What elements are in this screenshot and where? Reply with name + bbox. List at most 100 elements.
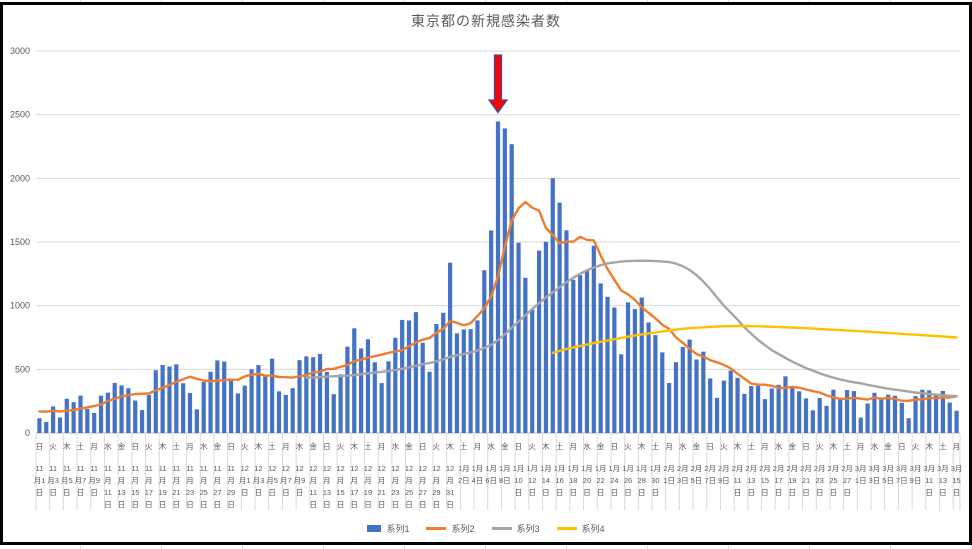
bar[interactable] bbox=[632, 309, 637, 433]
bar[interactable] bbox=[297, 360, 302, 433]
bar[interactable] bbox=[619, 354, 624, 433]
line-series-系列2[interactable] bbox=[38, 200, 958, 413]
bar[interactable] bbox=[872, 392, 877, 433]
bar[interactable] bbox=[899, 402, 904, 433]
bar[interactable] bbox=[454, 333, 460, 433]
bar[interactable] bbox=[475, 320, 480, 433]
bar[interactable] bbox=[721, 380, 726, 433]
bar[interactable] bbox=[708, 378, 713, 433]
bar[interactable] bbox=[413, 312, 418, 433]
bar[interactable] bbox=[598, 283, 603, 433]
bar[interactable] bbox=[160, 365, 165, 433]
bar[interactable] bbox=[85, 408, 90, 433]
bar[interactable] bbox=[879, 397, 884, 433]
bar[interactable] bbox=[591, 245, 596, 433]
bar[interactable] bbox=[578, 275, 583, 433]
bar[interactable] bbox=[810, 410, 815, 433]
bar[interactable] bbox=[927, 390, 932, 433]
bar[interactable] bbox=[146, 395, 152, 433]
bar[interactable] bbox=[550, 178, 555, 433]
bar[interactable] bbox=[461, 329, 466, 433]
bar[interactable] bbox=[865, 403, 870, 433]
bar[interactable] bbox=[728, 370, 733, 433]
bar[interactable] bbox=[482, 270, 487, 433]
bar[interactable] bbox=[543, 241, 549, 433]
bar[interactable] bbox=[194, 409, 199, 433]
line-series-系列4[interactable] bbox=[551, 324, 958, 355]
bar[interactable] bbox=[584, 270, 590, 433]
bar[interactable] bbox=[71, 402, 76, 433]
bar[interactable] bbox=[215, 360, 220, 433]
bar[interactable] bbox=[37, 418, 42, 433]
bar[interactable] bbox=[181, 383, 186, 433]
bar[interactable] bbox=[78, 395, 83, 433]
bar[interactable] bbox=[352, 328, 357, 433]
bar[interactable] bbox=[249, 369, 254, 433]
bar[interactable] bbox=[441, 312, 446, 433]
legend-item-series4[interactable]: 系列4 bbox=[556, 522, 605, 535]
bar[interactable] bbox=[44, 421, 49, 433]
bar[interactable] bbox=[564, 230, 569, 433]
bar[interactable] bbox=[667, 382, 672, 433]
bar[interactable] bbox=[735, 377, 740, 433]
bar[interactable] bbox=[913, 396, 918, 433]
bar[interactable] bbox=[680, 346, 685, 433]
bar[interactable] bbox=[489, 230, 494, 433]
bar[interactable] bbox=[612, 307, 617, 433]
bar[interactable] bbox=[817, 397, 822, 433]
bar[interactable] bbox=[92, 413, 97, 433]
bar[interactable] bbox=[790, 388, 795, 433]
bar[interactable] bbox=[379, 383, 384, 433]
legend-item-series2[interactable]: 系列2 bbox=[426, 522, 475, 535]
bar[interactable] bbox=[762, 399, 768, 433]
peak-down-arrow[interactable] bbox=[487, 54, 509, 114]
bar[interactable] bbox=[920, 389, 925, 433]
bar[interactable] bbox=[714, 397, 720, 433]
bar[interactable] bbox=[51, 406, 56, 433]
bar[interactable] bbox=[270, 358, 275, 433]
bar[interactable] bbox=[639, 297, 644, 433]
bar[interactable] bbox=[509, 144, 514, 433]
bar[interactable] bbox=[694, 359, 699, 433]
bar[interactable] bbox=[427, 371, 432, 433]
bar-series-系列1[interactable] bbox=[37, 121, 959, 433]
bar[interactable] bbox=[838, 398, 843, 433]
bar[interactable] bbox=[64, 398, 69, 433]
bar[interactable] bbox=[906, 418, 911, 433]
bar[interactable] bbox=[742, 393, 747, 433]
bar[interactable] bbox=[235, 393, 241, 433]
bar[interactable] bbox=[420, 342, 425, 433]
bar[interactable] bbox=[749, 386, 754, 433]
bar[interactable] bbox=[851, 391, 857, 433]
bar[interactable] bbox=[536, 250, 542, 433]
bar[interactable] bbox=[406, 320, 412, 433]
bar[interactable] bbox=[673, 362, 679, 433]
bar[interactable] bbox=[571, 279, 576, 433]
bar[interactable] bbox=[687, 339, 692, 433]
bar[interactable] bbox=[222, 361, 227, 433]
bar[interactable] bbox=[98, 395, 104, 433]
bar[interactable] bbox=[803, 398, 809, 433]
bar[interactable] bbox=[886, 394, 891, 433]
bar[interactable] bbox=[653, 335, 658, 433]
bar[interactable] bbox=[393, 337, 398, 433]
bar[interactable] bbox=[646, 322, 651, 433]
bar[interactable] bbox=[57, 417, 63, 433]
bar[interactable] bbox=[338, 374, 343, 433]
bar[interactable] bbox=[701, 351, 706, 433]
bar[interactable] bbox=[331, 394, 336, 433]
line-series-系列3[interactable] bbox=[305, 259, 958, 398]
bar[interactable] bbox=[523, 277, 528, 433]
bar[interactable] bbox=[201, 381, 206, 433]
bar[interactable] bbox=[516, 242, 521, 433]
bar[interactable] bbox=[167, 366, 172, 433]
bar[interactable] bbox=[434, 324, 439, 433]
bar[interactable] bbox=[468, 329, 473, 433]
bar[interactable] bbox=[290, 388, 295, 433]
bar[interactable] bbox=[557, 202, 562, 433]
bar[interactable] bbox=[386, 361, 391, 433]
bar[interactable] bbox=[605, 296, 610, 433]
bar[interactable] bbox=[755, 385, 761, 433]
bar[interactable] bbox=[783, 376, 788, 433]
bar[interactable] bbox=[769, 388, 774, 433]
